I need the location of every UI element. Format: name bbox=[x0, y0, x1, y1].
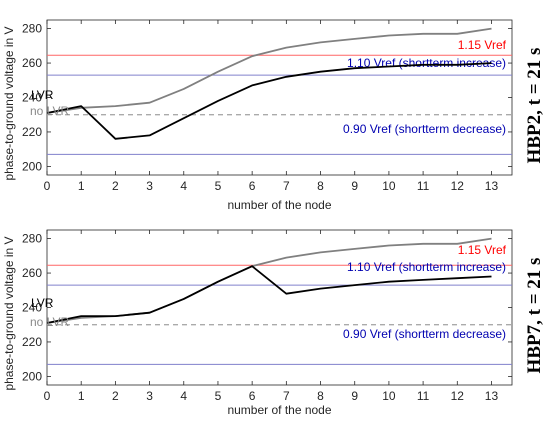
reference-label: 0.90 Vref (shortterm decrease) bbox=[343, 327, 506, 341]
reference-label: 0.90 Vref (shortterm decrease) bbox=[343, 122, 506, 136]
plot-area bbox=[46, 229, 513, 386]
x-tick-label: 7 bbox=[283, 389, 290, 403]
x-tick-label: 11 bbox=[417, 179, 430, 193]
y-axis-label: phase-to-ground voltage in V bbox=[2, 26, 16, 180]
x-tick-label: 2 bbox=[112, 389, 119, 403]
x-tick-label: 2 bbox=[112, 179, 119, 193]
plot-area bbox=[46, 19, 513, 176]
y-tick-label: 200 bbox=[22, 369, 42, 383]
x-tick-label: 9 bbox=[351, 389, 358, 403]
y-tick-label: 220 bbox=[22, 335, 42, 349]
x-tick-label: 1 bbox=[78, 389, 85, 403]
x-tick-label: 4 bbox=[180, 179, 187, 193]
panel-side-label: HBP2, t = 21 s bbox=[524, 48, 545, 164]
x-tick-label: 11 bbox=[417, 389, 430, 403]
x-tick-label: 6 bbox=[249, 389, 256, 403]
x-tick-label: 13 bbox=[485, 179, 499, 193]
y-tick-label: 240 bbox=[22, 301, 42, 315]
x-tick-label: 5 bbox=[215, 389, 222, 403]
x-tick-label: 10 bbox=[382, 389, 396, 403]
x-axis-label: number of the node bbox=[227, 403, 331, 417]
x-tick-label: 0 bbox=[44, 179, 51, 193]
y-tick-label: 220 bbox=[22, 125, 42, 139]
x-tick-label: 6 bbox=[249, 179, 256, 193]
reference-label: 1.15 Vref bbox=[458, 243, 507, 257]
series-line-lvr bbox=[46, 265, 492, 324]
y-tick-label: 240 bbox=[22, 91, 42, 105]
y-tick-label: 260 bbox=[22, 266, 42, 280]
y-tick-label: 280 bbox=[22, 232, 42, 246]
x-tick-label: 9 bbox=[351, 179, 358, 193]
y-tick-label: 280 bbox=[22, 22, 42, 36]
series-line-no-lvr bbox=[46, 27, 492, 114]
reference-label: 1.10 Vref (shortterm increase) bbox=[347, 260, 506, 274]
line-label-no-lvr: no LVR bbox=[30, 315, 69, 329]
x-tick-label: 8 bbox=[317, 389, 324, 403]
line-label-lvr: LVR bbox=[31, 296, 54, 310]
reference-label: 1.15 Vref bbox=[458, 38, 507, 52]
x-tick-label: 5 bbox=[215, 179, 222, 193]
x-tick-label: 12 bbox=[451, 179, 465, 193]
panel-side-label: HBP7, t = 21 s bbox=[524, 258, 545, 374]
x-tick-label: 13 bbox=[485, 389, 499, 403]
x-tick-label: 4 bbox=[180, 389, 187, 403]
x-tick-label: 1 bbox=[78, 179, 85, 193]
y-tick-label: 200 bbox=[22, 159, 42, 173]
y-axis-label: phase-to-ground voltage in V bbox=[2, 236, 16, 390]
line-label-lvr: LVR bbox=[31, 88, 54, 102]
y-tick-label: 260 bbox=[22, 56, 42, 70]
x-tick-label: 3 bbox=[146, 389, 153, 403]
x-tick-label: 7 bbox=[283, 179, 290, 193]
x-tick-label: 8 bbox=[317, 179, 324, 193]
series-line-lvr bbox=[46, 62, 492, 140]
x-tick-label: 0 bbox=[44, 389, 51, 403]
x-axis-label: number of the node bbox=[227, 198, 331, 212]
chart-panel-2: 1.15 Vref 1.10 Vref (shortterm increase) 0… bbox=[2, 229, 545, 417]
x-tick-label: 12 bbox=[451, 389, 465, 403]
x-tick-label: 10 bbox=[382, 179, 396, 193]
x-tick-label: 3 bbox=[146, 179, 153, 193]
line-label-no-lvr: no LVR bbox=[30, 104, 69, 118]
